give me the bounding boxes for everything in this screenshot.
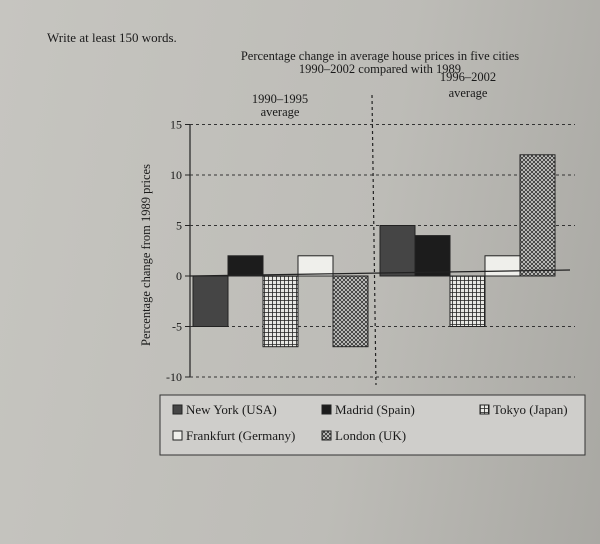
legend-label: Tokyo (Japan) xyxy=(493,402,568,417)
bar-frankfurt-period-1 xyxy=(297,255,334,277)
bar-london-period-2 xyxy=(519,154,556,277)
y-tick-label: 15 xyxy=(170,118,182,132)
zero-line xyxy=(189,269,571,277)
legend-label: New York (USA) xyxy=(186,402,277,417)
y-tick-label: -5 xyxy=(172,320,182,334)
legend-swatch xyxy=(172,430,183,441)
bar-london-period-1 xyxy=(332,275,369,348)
legend-swatch xyxy=(479,404,490,415)
y-tick-label: -10 xyxy=(166,370,182,384)
period-label-2-line-1: 1996–2002 xyxy=(440,70,496,84)
y-tick-label: 0 xyxy=(176,269,182,283)
period-label-1-line-2: average xyxy=(261,105,300,119)
legend-swatch xyxy=(321,404,332,415)
period-divider xyxy=(371,94,377,386)
y-tick-label: 5 xyxy=(176,219,182,233)
legend-box xyxy=(159,394,586,456)
y-tick-label: 10 xyxy=(170,168,182,182)
chart-subtitle: 1990–2002 compared with 1989 xyxy=(299,62,461,76)
bar-frankfurt-period-2 xyxy=(484,255,521,277)
period-label-1-line-1: 1990–1995 xyxy=(252,92,308,106)
y-axis-label: Percentage change from 1989 prices xyxy=(139,164,153,346)
bar-new-period-2 xyxy=(379,225,416,277)
legend-swatch xyxy=(172,404,183,415)
bar-tokyo-period-1 xyxy=(262,275,299,348)
bar-tokyo-period-2 xyxy=(449,275,486,327)
bar-new-period-1 xyxy=(192,275,229,327)
legend-swatch xyxy=(321,430,332,441)
instruction-text: Write at least 150 words. xyxy=(47,30,177,45)
legend-label: London (UK) xyxy=(335,428,406,443)
legend-label: Frankfurt (Germany) xyxy=(186,428,295,443)
period-label-2-line-2: average xyxy=(449,86,488,100)
bar-madrid-period-2 xyxy=(414,235,451,277)
legend-label: Madrid (Spain) xyxy=(335,402,415,417)
chart-title: Percentage change in average house price… xyxy=(241,49,519,63)
bar-madrid-period-1 xyxy=(227,255,264,277)
